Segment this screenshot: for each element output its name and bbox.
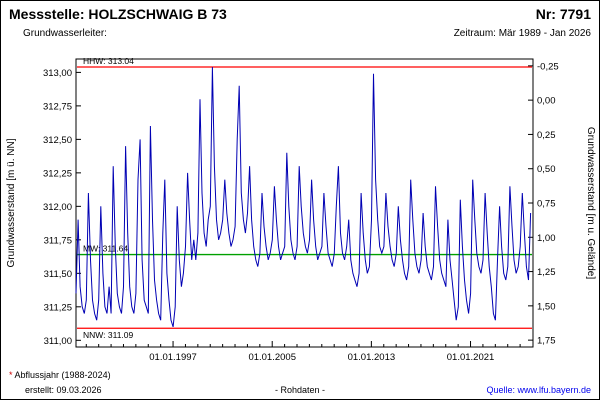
aquifer-label: Grundwasserleiter:: [23, 28, 107, 39]
source-link[interactable]: Quelle: www.lfu.bayern.de: [486, 385, 591, 395]
x-tick-label: 01.01.2021: [447, 352, 495, 363]
y-right-tick-label: 1,50: [537, 301, 556, 312]
y-right-tick-label: 0,25: [537, 130, 556, 141]
y-left-tick-label: 312,75: [43, 101, 72, 112]
right-axis-title: Grundwasserstand [m u. Gelände]: [585, 127, 596, 280]
x-tick-label: 01.01.2005: [248, 352, 296, 363]
y-right-tick-label: 0,75: [537, 199, 556, 210]
rohdaten-label: - Rohdaten -: [274, 385, 326, 395]
footnote-text: Abflussjahr (1988-2024): [12, 370, 111, 380]
footnote-asterisk: *: [9, 370, 13, 380]
left-axis-title: Grundwasserstand [m ü. NN]: [6, 138, 17, 267]
footnote: * Abflussjahr (1988-2024): [9, 370, 111, 380]
y-left-tick-label: 311,25: [44, 302, 72, 313]
hhw-label: HHW: 313.04: [83, 56, 134, 66]
y-left-tick-label: 311,50: [44, 269, 72, 280]
y-right-tick-label: 1,75: [537, 336, 556, 347]
y-right-tick-label: 0,50: [537, 164, 556, 175]
station-title: Messstelle: HOLZSCHWAIG B 73: [9, 6, 227, 22]
y-left-tick-label: 312,25: [43, 168, 72, 179]
header-row: Messstelle: HOLZSCHWAIG B 73 Nr: 7791: [9, 6, 591, 22]
series-rohdaten: [75, 66, 532, 328]
subheader-row: Grundwasserleiter: Zeitraum: Mär 1989 - …: [23, 28, 591, 39]
y-left-tick-label: 312,00: [43, 202, 72, 213]
created-date: erstellt: 09.03.2026: [25, 385, 102, 395]
y-right-tick-label: 1,00: [537, 233, 556, 244]
y-left-tick-label: 313,00: [43, 68, 72, 79]
y-left-tick-label: 312,50: [43, 135, 72, 146]
plot-border: [75, 58, 534, 348]
y-left-tick-label: 311,00: [44, 336, 72, 347]
x-tick-label: 01.01.1997: [149, 352, 197, 363]
y-right-tick-label: 1,25: [537, 267, 556, 278]
mw-label: MW: 311.64: [83, 244, 128, 254]
nnw-label: NNW: 311.09: [83, 330, 134, 340]
period-label: Zeitraum: Mär 1989 - Jan 2026: [453, 28, 591, 39]
station-number: Nr: 7791: [535, 6, 591, 22]
y-right-tick-label: -0,25: [537, 61, 559, 72]
x-tick-label: 01.01.2013: [348, 352, 396, 363]
y-left-tick-label: 311,75: [44, 235, 72, 246]
y-right-tick-label: 0,00: [537, 96, 556, 107]
